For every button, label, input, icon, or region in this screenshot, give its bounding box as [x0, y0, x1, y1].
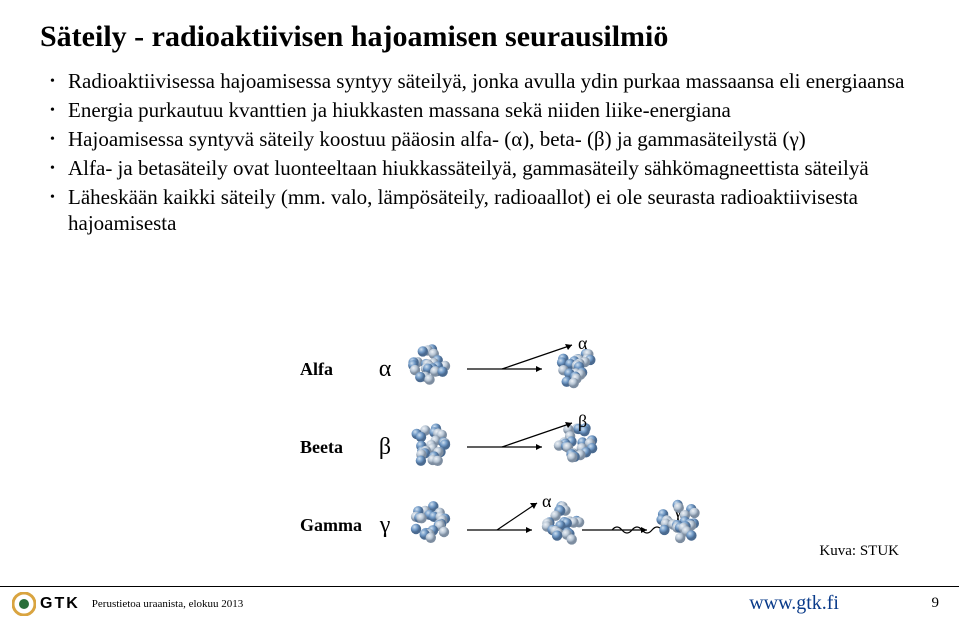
gtk-logo-text: GTK [40, 595, 80, 613]
row-label: Gamma [300, 515, 370, 536]
row-label: Alfa [300, 359, 370, 380]
row-symbol: γ [370, 512, 400, 539]
decay-diagram: Alfa α α Beeta β [300, 330, 730, 564]
row-symbol: β [370, 434, 400, 461]
nucleus-mid-icon [538, 498, 588, 553]
bullet-item: Radioaktiivisessa hajoamisessa syntyy sä… [50, 68, 919, 95]
bullet-item: Läheskään kaikki säteily (mm. valo, lämp… [50, 184, 919, 238]
bullet-list: Radioaktiivisessa hajoamisessa syntyy sä… [40, 68, 919, 237]
nucleus-before-icon [406, 342, 456, 397]
emit-label: α [578, 333, 587, 354]
footer-left-text: Perustietoa uraanista, elokuu 2013 [92, 598, 244, 610]
nucleus-before-icon [406, 420, 456, 475]
emission-arrow-area: β [462, 417, 612, 477]
gtk-logo-icon [12, 592, 36, 616]
diagram-row-alfa: Alfa α α [300, 330, 730, 408]
nucleus-before-icon [406, 498, 456, 553]
bullet-item: Energia purkautuu kvanttien ja hiukkaste… [50, 97, 919, 124]
page-title: Säteily - radioaktiivisen hajoamisen seu… [40, 20, 919, 54]
image-credit: Kuva: STUK [819, 543, 899, 560]
emit-label: β [578, 411, 587, 432]
bullet-item: Alfa- ja betasäteily ovat luonteeltaan h… [50, 155, 919, 182]
diagram-row-gamma: Gamma γ α γ [300, 486, 730, 564]
gtk-logo: GTK [12, 592, 80, 616]
emission-arrow-area: α [462, 339, 612, 399]
row-symbol: α [370, 356, 400, 383]
row-label: Beeta [300, 437, 370, 458]
footer-page-number: 9 [932, 595, 940, 612]
diagram-row-beeta: Beeta β β [300, 408, 730, 486]
footer: GTK Perustietoa uraanista, elokuu 2013 w… [0, 586, 959, 620]
bullet-item: Hajoamisessa syntyvä säteily koostuu pää… [50, 126, 919, 153]
footer-url: www.gtk.fi [749, 592, 839, 615]
nucleus-after-icon [654, 498, 704, 553]
